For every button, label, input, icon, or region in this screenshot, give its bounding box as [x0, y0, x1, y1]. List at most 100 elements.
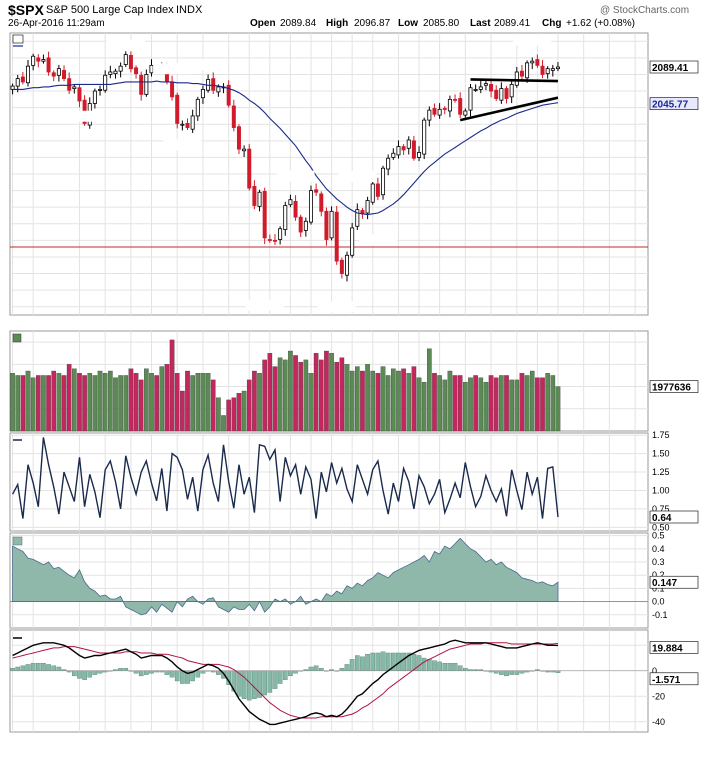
candle	[92, 90, 97, 104]
macd-histogram-bar	[282, 670, 288, 680]
volume-last-value: 1977636	[652, 383, 691, 394]
volume-bar	[298, 361, 304, 432]
volume-bar	[447, 370, 453, 432]
candle	[175, 94, 180, 124]
annotation-bg	[276, 170, 315, 182]
volume-bar	[72, 368, 77, 432]
macd-histogram-bar	[241, 670, 247, 699]
volume-bar	[334, 361, 340, 432]
volume-bar	[401, 368, 406, 432]
annotation-bg	[106, 40, 145, 52]
candle	[339, 259, 344, 274]
macd-histogram-bar	[144, 670, 149, 675]
volume-bar	[252, 370, 257, 432]
cmf-tick-label: 0.5	[652, 531, 665, 541]
candle	[509, 84, 514, 98]
volume-bar	[51, 370, 57, 432]
annotation-bg	[163, 139, 202, 151]
macd-histogram-bar	[555, 670, 561, 673]
candle	[67, 78, 72, 91]
candle	[20, 76, 25, 83]
cmf-tick-label: 0.0	[652, 597, 665, 607]
macd-histogram-bar	[277, 670, 283, 684]
macd-histogram-bar	[123, 668, 129, 671]
volume-bar	[185, 370, 190, 432]
volume-bar	[452, 375, 458, 432]
volume-bar	[190, 375, 195, 432]
volume-bar	[97, 370, 103, 432]
annotation-bg	[245, 299, 284, 311]
volume-bar	[10, 373, 15, 432]
macd-histogram-bar	[262, 670, 267, 696]
annotation-bg	[513, 34, 552, 46]
volume-bar	[354, 366, 360, 432]
candle	[26, 65, 31, 84]
macd-histogram-bar	[41, 663, 46, 671]
candle	[401, 146, 406, 151]
macd-histogram-bar	[437, 661, 442, 671]
candle	[370, 183, 375, 203]
volume-bar	[226, 399, 231, 432]
volume-bar	[92, 375, 98, 432]
candle	[283, 205, 288, 230]
macd-histogram-bar	[267, 670, 273, 693]
volume-bar	[195, 373, 201, 432]
volume-bar	[406, 373, 412, 432]
volume-bar	[499, 375, 504, 432]
volume-bar	[77, 373, 82, 432]
volume-bar	[416, 377, 422, 432]
volume-bar	[473, 375, 478, 432]
volume-bar	[236, 393, 242, 432]
volume-bar	[344, 364, 350, 432]
cmf-tick-label: 0.4	[652, 544, 665, 554]
volume-bar	[483, 381, 489, 432]
candle	[396, 146, 401, 156]
macd-histogram-bar	[174, 670, 180, 682]
candle	[216, 86, 221, 93]
candle	[504, 88, 509, 99]
macd-hist-last-value-box	[649, 672, 699, 686]
macd-histogram-bar	[15, 666, 21, 671]
macd-histogram-bar	[349, 659, 355, 671]
macd-histogram-bar	[318, 668, 324, 671]
last-label: Last	[470, 18, 491, 29]
header-exchange: INDX	[176, 4, 203, 16]
volume-bar	[442, 379, 448, 432]
cpci-panel: 0.50 0.75 1.00 1.25 1.50 1.75 0.64	[9, 430, 699, 532]
volume-bar	[421, 381, 427, 432]
macd-histogram-bar	[344, 664, 350, 671]
header-name: S&P 500 Large Cap Index	[46, 4, 174, 16]
watermark: @ StockCharts.com	[600, 5, 689, 16]
volume-bar	[241, 390, 247, 432]
legend-swatch-volume	[12, 333, 22, 343]
candle	[10, 85, 15, 90]
volume-bar	[540, 377, 545, 432]
volume-bar	[396, 370, 401, 432]
volume-bar	[380, 366, 386, 432]
candle	[303, 220, 308, 231]
macd-histogram-bar	[421, 657, 427, 671]
candle	[411, 140, 416, 159]
candle	[149, 64, 154, 74]
volume-bar	[169, 339, 175, 432]
annotation-bg	[65, 110, 104, 122]
candle	[98, 89, 103, 91]
annotation-bg	[358, 234, 397, 246]
candle	[427, 109, 432, 121]
volume-bar	[545, 373, 550, 432]
candle	[231, 105, 236, 128]
macd-histogram-bar	[447, 663, 453, 671]
volume-bar	[128, 368, 134, 432]
macd-histogram-bar	[365, 654, 370, 671]
candle	[77, 87, 82, 102]
cpci-tick-label: 0.50	[652, 522, 670, 532]
chg-label: Chg	[542, 18, 561, 29]
panel-frame	[9, 629, 649, 733]
volume-bar	[329, 353, 334, 432]
panel-frame	[9, 432, 649, 532]
candle	[242, 148, 247, 152]
macd-histogram-bar	[313, 665, 319, 671]
annotation-bg	[153, 63, 192, 75]
candle	[278, 228, 283, 240]
candle	[519, 70, 524, 77]
